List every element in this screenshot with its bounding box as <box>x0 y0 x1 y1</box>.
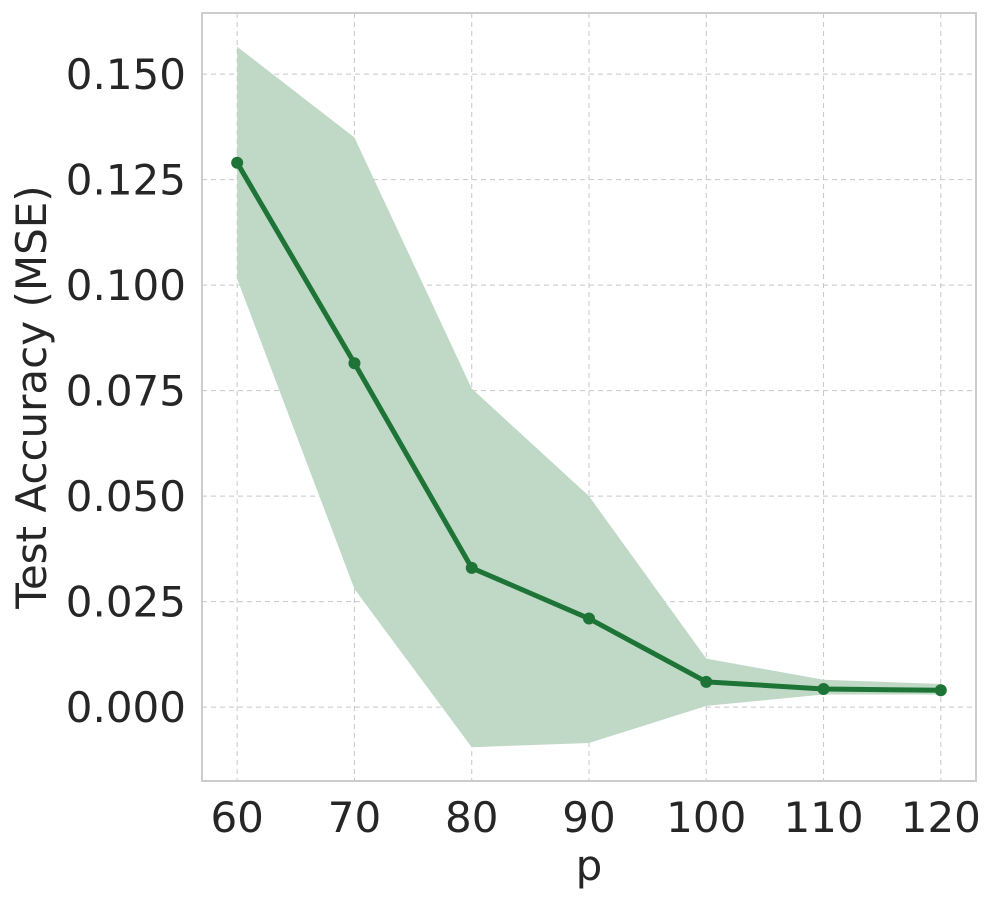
y-tick-label: 0.125 <box>66 156 186 205</box>
x-axis-label: p <box>576 841 603 890</box>
data-point <box>583 612 595 625</box>
data-point <box>348 357 361 370</box>
y-axis-label: Test Accuracy (MSE) <box>7 185 56 609</box>
series-points <box>231 156 947 697</box>
x-tick-label: 90 <box>562 793 615 842</box>
data-point <box>817 683 830 696</box>
data-point <box>465 561 478 574</box>
data-point <box>231 156 244 169</box>
y-tick-label: 0.000 <box>66 683 186 732</box>
x-tick-label: 100 <box>666 793 746 842</box>
x-tick-label: 70 <box>328 793 381 842</box>
x-tick-label: 80 <box>445 793 498 842</box>
data-point <box>934 684 947 697</box>
y-tick-label: 0.050 <box>66 472 186 521</box>
data-point <box>700 675 713 688</box>
x-tick-label: 110 <box>783 793 863 842</box>
y-tick-label: 0.100 <box>66 261 186 310</box>
y-axis-ticks: 0.000 0.025 0.050 0.075 0.100 0.125 0.150 <box>66 50 186 732</box>
x-axis-ticks: 60 70 80 90 100 110 120 <box>210 793 980 842</box>
y-tick-label: 0.025 <box>66 578 186 627</box>
x-tick-label: 120 <box>901 793 981 842</box>
uncertainty-band <box>237 46 941 748</box>
plot-frame <box>201 12 977 782</box>
y-tick-label: 0.150 <box>66 50 186 99</box>
y-tick-label: 0.075 <box>66 367 186 416</box>
x-tick-label: 60 <box>210 793 263 842</box>
